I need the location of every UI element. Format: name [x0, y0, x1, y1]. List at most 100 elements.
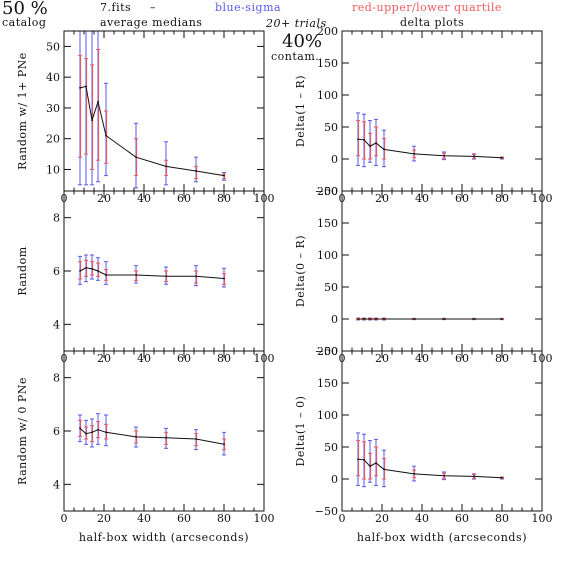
median-point — [501, 476, 503, 479]
y-tick-label: 100 — [317, 249, 338, 262]
panel-frame — [63, 30, 265, 192]
header-dash: – — [150, 1, 156, 14]
median-point — [413, 472, 415, 475]
median-point — [165, 436, 167, 439]
y-tick-label: 40 — [46, 71, 60, 84]
x-tick-label: 60 — [177, 512, 191, 525]
median-point — [473, 155, 475, 158]
panel-frame — [341, 190, 543, 352]
y-tick-label: 50 — [46, 40, 60, 53]
median-point — [443, 474, 445, 477]
median-point — [357, 458, 359, 461]
y-tick-label: 6 — [53, 265, 60, 278]
x-tick-label: 60 — [455, 352, 469, 365]
panel-plot-area — [78, 31, 226, 189]
median-line — [79, 267, 225, 279]
median-point — [383, 148, 385, 151]
y-axis-label: Delta(1 – R) — [294, 75, 307, 147]
y-tick-label: −50 — [315, 185, 338, 198]
median-point — [79, 87, 81, 89]
x-tick-label: 80 — [495, 352, 509, 365]
median-point — [85, 432, 87, 435]
median-point — [501, 156, 503, 159]
median-point — [383, 468, 385, 471]
median-point — [91, 119, 93, 122]
median-point — [369, 465, 371, 468]
y-tick-label: 8 — [53, 372, 60, 385]
median-point — [91, 267, 93, 270]
median-point — [79, 427, 81, 430]
median-point — [363, 318, 365, 320]
median-point — [383, 318, 385, 320]
x-tick-label: 40 — [415, 512, 429, 525]
x-tick-label: 20 — [375, 192, 389, 205]
median-line — [357, 458, 503, 479]
median-point — [363, 458, 365, 461]
y-tick-label: 0 — [331, 473, 338, 486]
average-medians-label: average medians — [100, 16, 203, 29]
panel-plot-area — [356, 112, 504, 168]
y-tick-label: 100 — [317, 89, 338, 102]
y-axis-label: Delta(1 – 0) — [294, 396, 307, 467]
median-point — [105, 274, 107, 276]
median-point — [135, 156, 137, 159]
x-tick-label: 20 — [375, 512, 389, 525]
median-point — [165, 275, 167, 278]
median-point — [501, 318, 503, 320]
median-point — [85, 85, 87, 88]
y-tick-label: 8 — [53, 212, 60, 225]
panel-frame — [341, 30, 543, 192]
x-tick-label: 60 — [455, 192, 469, 205]
median-point — [473, 318, 475, 320]
y-tick-label: 150 — [317, 57, 338, 70]
fits-label: 7.fits — [100, 1, 132, 14]
y-tick-label: 10 — [46, 163, 60, 176]
panel-plot-area — [78, 413, 226, 456]
median-point — [413, 152, 415, 155]
x-axis-label: half-box width (arcseconds) — [357, 531, 527, 544]
median-point — [79, 270, 81, 272]
median-point — [473, 475, 475, 478]
x-tick-label: 40 — [137, 352, 151, 365]
median-point — [443, 154, 445, 157]
y-tick-label: −50 — [315, 345, 338, 358]
panel-plot-area — [78, 254, 226, 288]
catalog-label: catalog — [2, 16, 47, 29]
x-tick-label: 80 — [217, 192, 231, 205]
blue-sigma-legend: blue-sigma — [215, 1, 282, 14]
y-axis-label: Random w/ 0 PNe — [16, 377, 29, 485]
y-tick-label: 4 — [53, 478, 60, 491]
y-tick-label: 0 — [331, 153, 338, 166]
median-point — [357, 138, 359, 141]
x-tick-label: 80 — [217, 352, 231, 365]
x-tick-label: 0 — [339, 512, 346, 525]
x-tick-label: 80 — [495, 512, 509, 525]
panel-plot-area — [356, 317, 504, 321]
median-point — [375, 318, 377, 320]
median-point — [369, 145, 371, 148]
median-point — [135, 435, 137, 438]
y-tick-label: 4 — [53, 318, 60, 331]
median-point — [375, 142, 377, 144]
x-tick-label: 20 — [97, 192, 111, 205]
x-tick-label: 20 — [375, 352, 389, 365]
median-point — [223, 277, 225, 280]
median-line — [79, 85, 225, 177]
median-point — [105, 134, 107, 137]
median-point — [97, 270, 99, 272]
median-line — [79, 427, 225, 445]
median-point — [105, 431, 107, 434]
x-tick-label: 80 — [495, 192, 509, 205]
median-point — [223, 443, 225, 446]
median-point — [443, 318, 445, 320]
contamination-label: contam. — [271, 50, 320, 63]
y-tick-label: 200 — [317, 345, 338, 358]
median-point — [223, 174, 225, 177]
x-tick-label: 60 — [455, 512, 469, 525]
y-axis-label: Random — [16, 246, 29, 295]
median-point — [165, 165, 167, 168]
y-tick-label: −50 — [315, 505, 338, 518]
y-tick-label: 150 — [317, 377, 338, 390]
x-tick-label: 100 — [254, 512, 275, 525]
panel-plot-area — [356, 432, 504, 488]
